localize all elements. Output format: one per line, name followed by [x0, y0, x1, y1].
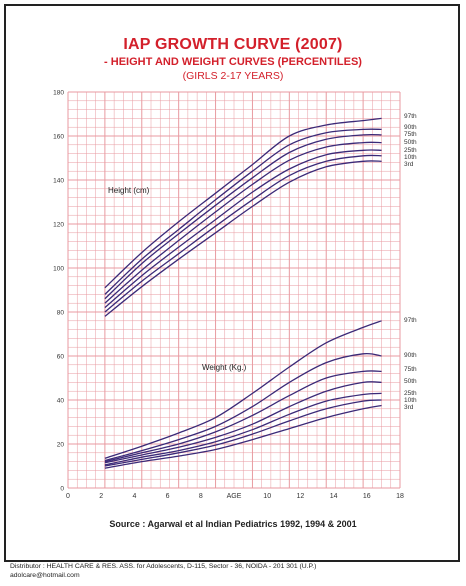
- height-curve-10th: [104, 154, 382, 313]
- y-tick-label: 120: [53, 222, 64, 229]
- chart-subtitle: - HEIGHT AND WEIGHT CURVES (PERCENTILES): [104, 56, 362, 68]
- footer-distributor: Distributor : HEALTH CARE & RES. ASS. fo…: [10, 563, 317, 570]
- footer: Distributor : HEALTH CARE & RES. ASS. fo…: [10, 562, 316, 580]
- x-tick-label: 12: [297, 493, 305, 500]
- y-tick-label: 60: [57, 354, 65, 361]
- x-tick-label: 10: [263, 493, 271, 500]
- height-curve-3rd: [104, 160, 382, 317]
- x-tick-label: 14: [330, 493, 338, 500]
- footer-email: adolcare@hotmail.com: [10, 572, 80, 579]
- weight-curve-75th: [104, 370, 382, 463]
- weight-label-75th: 75th: [404, 366, 417, 373]
- series-labels: 97th90th75th50th25th10th3rd97th90th75th5…: [404, 113, 417, 411]
- height-curve-90th: [104, 128, 382, 295]
- weight-curve-50th: [104, 381, 382, 464]
- weight-curve-10th: [104, 399, 382, 467]
- y-tick-label: 180: [53, 90, 64, 97]
- y-tick-label: 100: [53, 266, 64, 273]
- height-label-25th: 25th: [404, 147, 417, 154]
- source-note: Source : Agarwal et al Indian Pediatrics…: [109, 519, 357, 529]
- weight-label-25th: 25th: [404, 390, 417, 397]
- x-tick-label: AGE: [227, 493, 242, 500]
- weight-label-97th: 97th: [404, 317, 417, 324]
- weight-curve-3rd: [104, 404, 382, 469]
- weight-curve-25th: [104, 392, 382, 466]
- height-label-97th: 97th: [404, 113, 417, 120]
- height-curve-75th: [104, 133, 382, 300]
- y-tick-label: 140: [53, 178, 64, 185]
- height-label-50th: 50th: [404, 139, 417, 146]
- weight-curve-90th: [104, 352, 382, 462]
- weight-label-3rd: 3rd: [404, 404, 414, 411]
- x-tick-label: 6: [166, 493, 170, 500]
- y-tick-label: 80: [57, 310, 65, 317]
- x-tick-label: 8: [199, 493, 203, 500]
- height-curve-97th: [104, 117, 382, 289]
- height-label-90th: 90th: [404, 124, 417, 131]
- height-label-75th: 75th: [404, 131, 417, 138]
- x-tick-label: 0: [66, 493, 70, 500]
- percentile-curves: [104, 117, 382, 469]
- chart-title: IAP GROWTH CURVE (2007): [123, 36, 343, 53]
- x-tick-label: 4: [132, 493, 136, 500]
- height-label-10th: 10th: [404, 154, 417, 161]
- weight-label-10th: 10th: [404, 397, 417, 404]
- y-tick-label: 20: [57, 442, 65, 449]
- y-tick-label: 40: [57, 398, 65, 405]
- chart-subtitle-2: (GIRLS 2-17 YEARS): [182, 70, 284, 82]
- y-tick-label: 160: [53, 134, 64, 141]
- height-curve-50th: [104, 141, 382, 304]
- x-tick-label: 16: [363, 493, 371, 500]
- x-tick-label: 18: [396, 493, 404, 500]
- y-tick-label: 0: [60, 486, 64, 493]
- weight-label-90th: 90th: [404, 352, 417, 359]
- height-label: Height (cm): [108, 186, 150, 195]
- height-label-3rd: 3rd: [404, 161, 414, 168]
- weight-label-50th: 50th: [404, 378, 417, 385]
- weight-curve-97th: [104, 320, 382, 459]
- x-tick-label: 2: [99, 493, 103, 500]
- height-curve-25th: [104, 149, 382, 309]
- weight-label: Weight (Kg.): [202, 363, 247, 372]
- chart-frame: [4, 4, 460, 562]
- axis-ticks: 0 2 4 6 8 AGE 10 12 14 16 180204060801001201401601…: [53, 90, 404, 501]
